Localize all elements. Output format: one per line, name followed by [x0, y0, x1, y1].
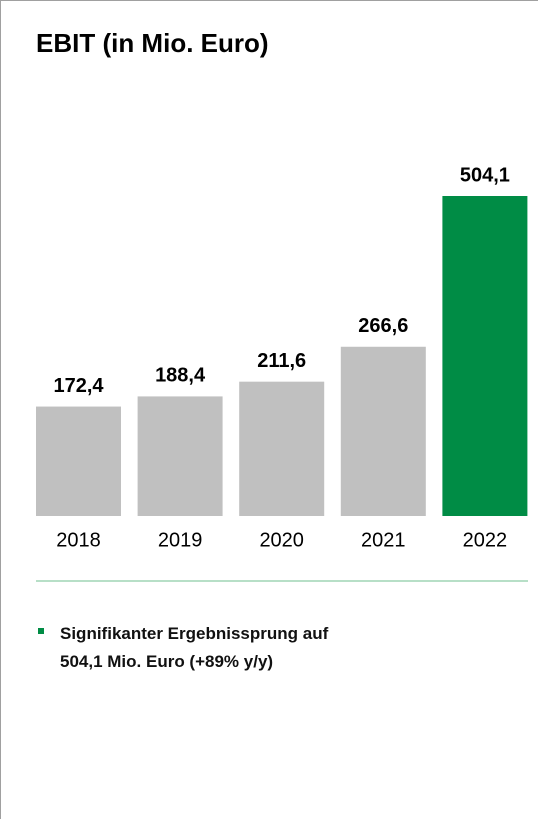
bar	[239, 381, 325, 516]
x-tick-label: 2021	[361, 529, 406, 551]
value-label: 504,1	[460, 164, 510, 186]
x-tick-label: 2018	[56, 529, 101, 551]
x-tick-label: 2020	[259, 529, 304, 551]
bar	[442, 196, 528, 516]
x-tick-label: 2019	[158, 529, 203, 551]
value-label: 188,4	[155, 365, 206, 387]
bullet	[38, 628, 44, 634]
bar	[36, 406, 121, 516]
bar	[340, 346, 426, 516]
x-tick-label: 2022	[463, 529, 508, 551]
chart-title: EBIT (in Mio. Euro)	[36, 28, 269, 58]
value-label: 266,6	[358, 315, 408, 337]
value-label: 211,6	[257, 350, 306, 372]
note: Signifikanter Ergebnissprung auf 504,1 M…	[60, 624, 329, 671]
bar	[137, 396, 223, 516]
value-label: 172,4	[53, 375, 104, 397]
